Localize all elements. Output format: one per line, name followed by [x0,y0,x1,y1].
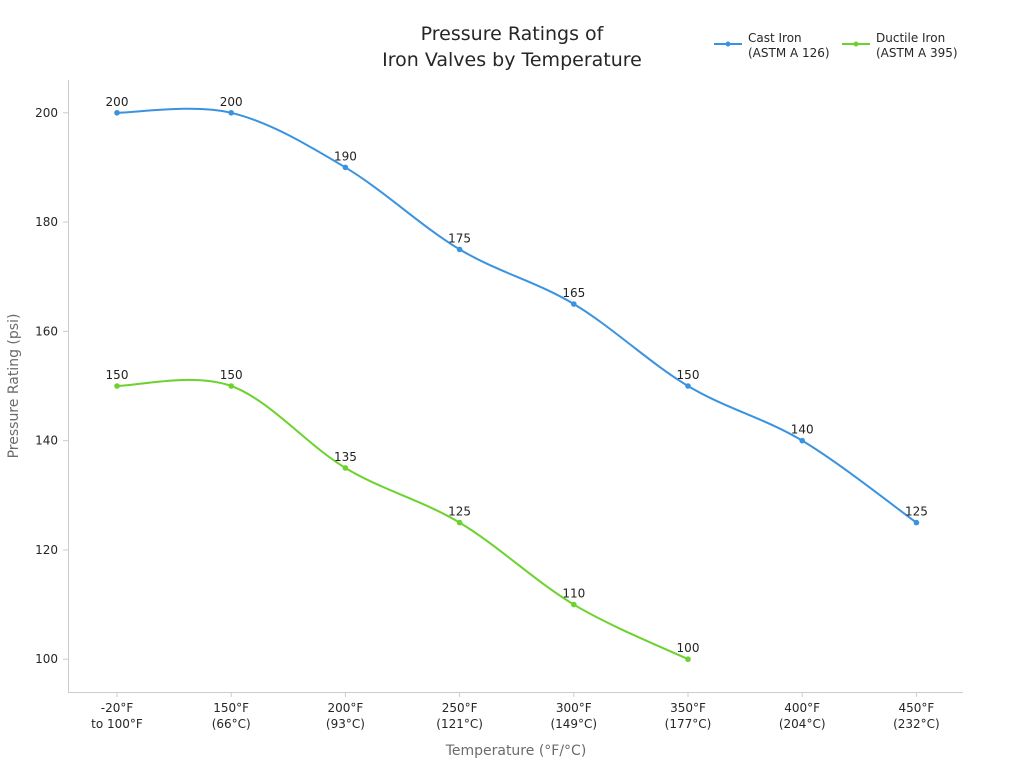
data-point [571,301,577,307]
x-tick-label: 150°F [213,701,249,715]
data-point [456,246,463,253]
data-point [799,437,805,444]
x-tick-label: -20°F [101,701,134,715]
x-tick-label: (232°C) [893,717,940,731]
x-tick-label: 400°F [784,701,820,715]
legend: Cast Iron(ASTM A 126)Ductile Iron(ASTM A… [714,31,958,60]
data-label: 110 [562,587,585,601]
legend-label: Cast Iron [748,31,802,45]
data-label: 200 [220,95,243,109]
y-tick-label: 120 [35,543,58,557]
data-label: 190 [334,149,357,163]
data-label: 175 [448,231,471,245]
data-label: 150 [677,368,700,382]
data-label: 200 [106,95,129,109]
data-point [913,519,920,526]
data-label: 165 [562,286,585,300]
x-tick-label: (149°C) [550,717,597,731]
legend-item: Ductile Iron(ASTM A 395) [842,31,958,60]
x-tick-label: 300°F [556,701,592,715]
series-line [116,378,689,661]
y-axis-label: Pressure Rating (psi) [6,314,22,459]
series-line [116,107,917,524]
y-tick-label: 140 [35,434,58,448]
legend-label: (ASTM A 126) [748,46,830,60]
legend-marker [725,41,731,47]
x-axis-label: Temperature (°F/°C) [445,743,587,759]
x-tick-label: 250°F [442,701,478,715]
x-tick-label: (93°C) [326,717,365,731]
data-label: 150 [220,368,243,382]
data-label: 125 [905,505,928,519]
data-point [228,109,234,116]
series-2: 150 150 135 125 110 100 [106,368,700,663]
series-1: 200 200 190 175 165 150 140 125 [106,95,928,526]
data-point [685,383,691,389]
data-point [571,601,577,608]
x-tick-label: (177°C) [665,717,712,731]
y-tick-label: 200 [35,106,58,120]
data-label: 150 [106,368,129,382]
data-point [114,109,120,116]
data-label: 140 [791,423,814,437]
x-tick-label: 200°F [327,701,363,715]
data-point [228,383,234,389]
y-tick-label: 100 [35,652,58,666]
x-axis-ticks: -20°F to 100°F 150°F (66°C) 200°F (93°C) 250°F… [91,692,940,731]
data-point [456,519,463,526]
x-tick-label: (121°C) [436,717,483,731]
x-tick-label: 450°F [898,701,934,715]
data-label: 135 [334,450,357,464]
legend-item: Cast Iron(ASTM A 126) [714,31,830,60]
x-tick-label: (66°C) [212,717,251,731]
data-label: 125 [448,505,471,519]
x-tick-label: (204°C) [779,717,826,731]
legend-label: (ASTM A 395) [876,46,958,60]
y-axis-ticks: 100 120 140 160 180 200 [35,106,68,666]
data-label: 100 [677,641,700,655]
legend-marker [853,41,859,47]
chart-title-line-2: Iron Valves by Temperature [382,49,642,71]
y-tick-label: 160 [35,324,58,338]
legend-label: Ductile Iron [876,31,945,45]
data-point [342,465,349,471]
x-tick-label: to 100°F [91,717,143,731]
chart-title-line-1: Pressure Ratings of [421,23,605,45]
data-point [685,656,691,663]
y-tick-label: 180 [35,215,58,229]
data-point [114,383,120,389]
data-point [342,164,349,171]
x-tick-label: 350°F [670,701,706,715]
